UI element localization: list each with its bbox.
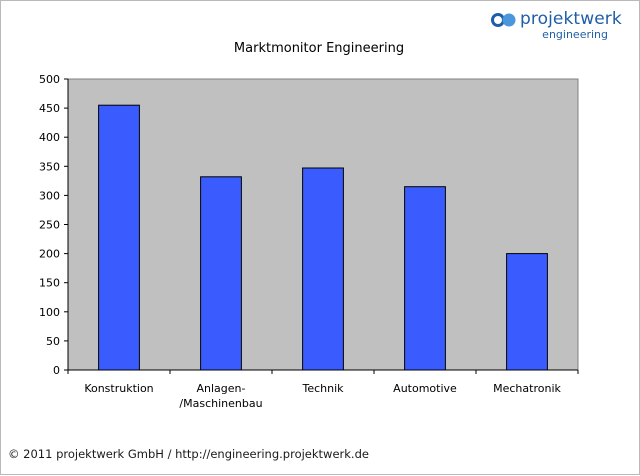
brand-name: projektwerk bbox=[520, 9, 622, 29]
y-tick-label: 0 bbox=[53, 364, 60, 377]
brand-logo: projektwerk engineering bbox=[491, 9, 631, 45]
y-axis: 0 50 100 150 200 250 300 350 400 450 500 bbox=[39, 73, 69, 377]
x-tick-label: Konstruktion bbox=[84, 382, 153, 395]
double-circle-icon bbox=[491, 13, 516, 27]
bars bbox=[98, 104, 548, 371]
bar bbox=[200, 176, 242, 371]
y-tick-label: 450 bbox=[39, 102, 60, 115]
copyright-footer: © 2011 projektwerk GmbH / http://enginee… bbox=[8, 447, 369, 461]
x-tick-label: Mechatronik bbox=[493, 382, 561, 395]
brand-subtitle: engineering bbox=[542, 28, 608, 41]
y-tick-label: 350 bbox=[39, 160, 60, 173]
x-tick-label: /Maschinenbau bbox=[179, 397, 262, 410]
y-tick-label: 300 bbox=[39, 189, 60, 202]
x-tick-label: Anlagen- bbox=[197, 382, 246, 395]
y-tick-label: 150 bbox=[39, 277, 60, 290]
bar bbox=[404, 186, 446, 371]
y-tick-label: 200 bbox=[39, 248, 60, 261]
y-tick-label: 50 bbox=[46, 335, 60, 348]
y-tick-label: 100 bbox=[39, 306, 60, 319]
y-tick-label: 500 bbox=[39, 73, 60, 86]
bar bbox=[506, 253, 548, 371]
chart-title: Marktmonitor Engineering bbox=[234, 41, 404, 56]
x-axis: Konstruktion Anlagen- /Maschinenbau Technik… bbox=[67, 369, 579, 410]
y-tick-label: 250 bbox=[39, 219, 60, 232]
x-tick-label: Automotive bbox=[393, 382, 457, 395]
bar bbox=[302, 167, 344, 371]
bar bbox=[98, 104, 140, 371]
x-tick-label: Technik bbox=[301, 382, 344, 395]
y-tick-label: 400 bbox=[39, 131, 60, 144]
